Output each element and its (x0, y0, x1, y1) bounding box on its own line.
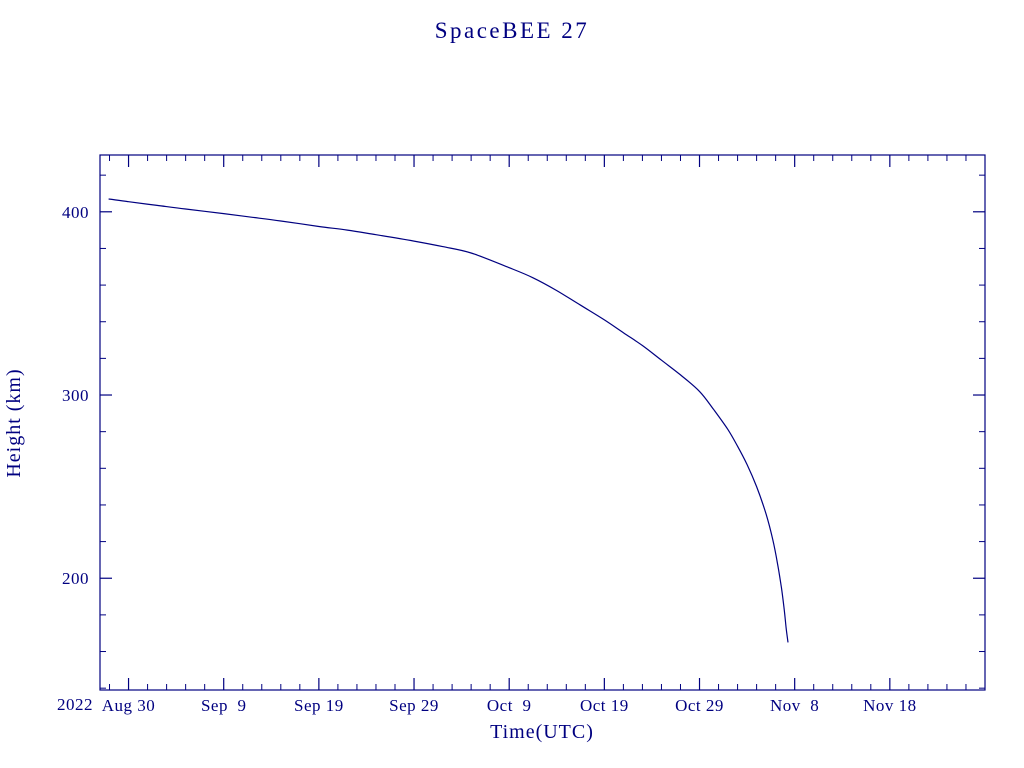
plot-frame (99, 154, 986, 691)
y-tick-label: 400 (62, 203, 89, 222)
axis-tick-labels: Aug 30 Sep 9 Sep 19 Sep 29 Oct 9 Oct 19 Oct 29… (62, 203, 917, 715)
x-tick-label: Oct 19 (580, 696, 629, 715)
plot-border (99, 154, 986, 691)
height-decay-curve (108, 198, 789, 643)
y-axis-title: Height (km) (3, 368, 25, 477)
x-tick-label: Oct 9 (487, 696, 532, 715)
x-tick-label: Oct 29 (675, 696, 724, 715)
y-tick-label: 300 (62, 386, 89, 405)
axis-ticks (100, 155, 985, 690)
x-tick-label: Nov 18 (863, 696, 917, 715)
x-tick-label: Sep 19 (294, 696, 344, 715)
x-tick-label: Aug 30 (102, 696, 156, 715)
x-axis-title: Time(UTC) (490, 721, 594, 743)
x-tick-label: Sep 29 (389, 696, 439, 715)
year-label: 2022 (57, 695, 93, 714)
x-tick-label: Sep 9 (201, 696, 247, 715)
chart-title: SpaceBEE 27 (435, 18, 590, 43)
x-tick-label: Nov 8 (770, 696, 819, 715)
y-tick-label: 200 (62, 569, 89, 588)
